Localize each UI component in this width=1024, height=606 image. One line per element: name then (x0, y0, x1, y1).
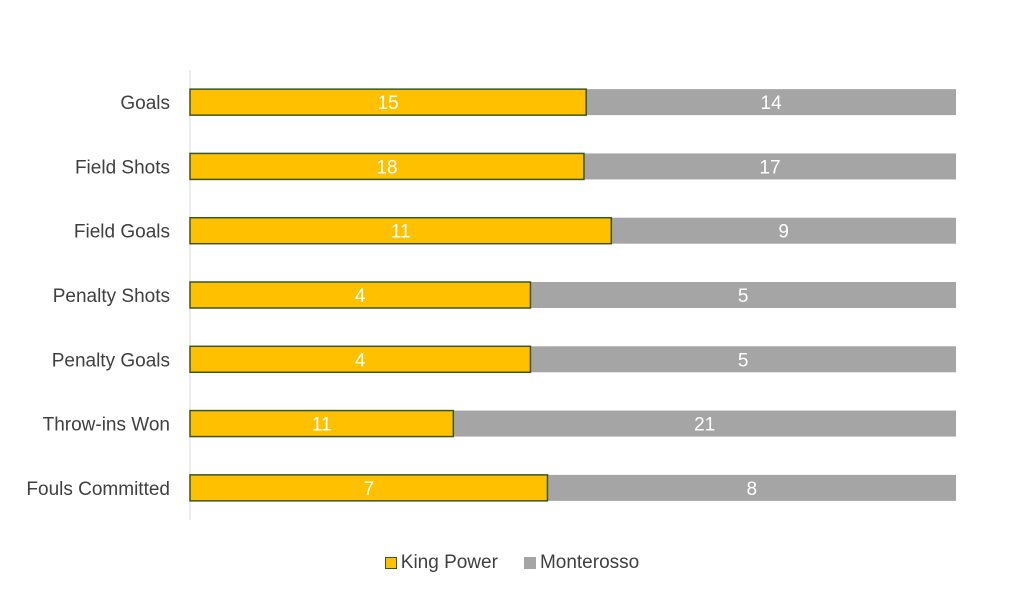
bar-chart: Goals 15 14 Field Shots 18 17 Field Goals 11 9 Pe… (26, 70, 956, 520)
data-label-king-power-penalty-shots: 4 (355, 286, 366, 307)
bar-king-power-fouls-committed (189, 474, 549, 502)
bar-king-power-field-shots (189, 152, 585, 181)
data-label-king-power-fouls-committed: 7 (363, 479, 374, 500)
data-label-monterosso-fouls-committed: 8 (746, 479, 757, 500)
category-label-goals: Goals (120, 93, 170, 114)
category-label-fouls-committed: Fouls Committed (26, 479, 170, 500)
bar-king-power-field-goals (189, 216, 613, 245)
data-label-monterosso-penalty-goals: 5 (738, 350, 749, 371)
bar-king-power-throw-ins-won (189, 409, 455, 438)
bar-king-power-goals (189, 88, 587, 116)
data-label-king-power-throw-ins-won: 11 (312, 415, 332, 436)
data-label-monterosso-throw-ins-won: 21 (694, 415, 715, 436)
bar-monterosso-goals (586, 89, 956, 116)
data-label-king-power-penalty-goals: 4 (355, 350, 366, 371)
data-label-monterosso-penalty-shots: 5 (738, 286, 749, 307)
bar-king-power-penalty-goals (189, 345, 532, 374)
legend-label-king-power: King Power (400, 552, 498, 573)
bar-monterosso-fouls-committed (547, 474, 956, 501)
bar-monterosso-throw-ins-won (453, 410, 956, 437)
data-label-monterosso-goals: 14 (761, 93, 783, 114)
category-label-throw-ins-won: Throw-ins Won (43, 415, 170, 436)
legend-swatch-king-power (384, 557, 397, 569)
legend-item-monterosso: Monterosso (523, 552, 640, 574)
category-label-penalty-shots: Penalty Shots (53, 286, 170, 307)
data-label-king-power-field-shots: 18 (376, 157, 397, 178)
category-label-penalty-goals: Penalty Goals (52, 350, 170, 371)
data-label-monterosso-field-shots: 17 (759, 157, 780, 178)
legend-item-king-power: King Power (384, 552, 498, 574)
bar-monterosso-field-shots (583, 153, 956, 180)
legend: King Power Monterosso (0, 552, 1024, 574)
bar-monterosso-penalty-shots (530, 282, 956, 308)
bar-monterosso-penalty-goals (530, 346, 956, 373)
category-label-field-goals: Field Goals (74, 222, 170, 243)
legend-swatch-monterosso (523, 557, 536, 569)
category-label-field-shots: Field Shots (75, 157, 170, 178)
data-label-king-power-field-goals: 11 (391, 222, 411, 243)
bar-king-power-penalty-shots (189, 281, 532, 309)
data-label-monterosso-field-goals: 9 (778, 222, 789, 243)
legend-label-monterosso: Monterosso (539, 552, 640, 573)
bar-monterosso-field-goals (611, 217, 956, 244)
data-label-king-power-goals: 15 (378, 93, 399, 114)
